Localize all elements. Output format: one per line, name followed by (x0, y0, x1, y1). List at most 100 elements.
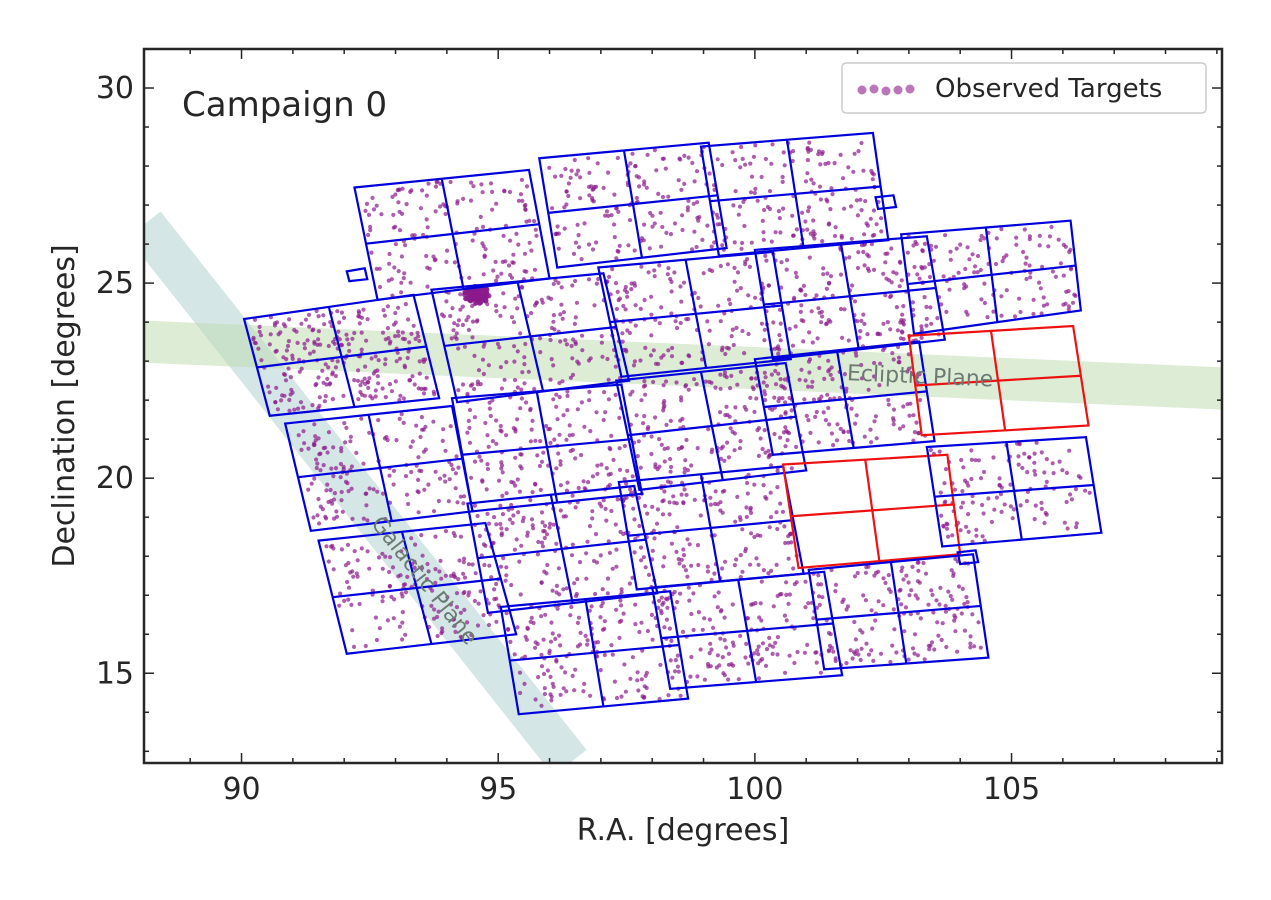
target-point (321, 380, 326, 385)
target-point (979, 297, 984, 302)
target-point (620, 339, 625, 344)
target-point (965, 245, 970, 250)
target-point (974, 533, 979, 538)
target-point (643, 392, 648, 397)
target-point (283, 378, 289, 383)
target-point (659, 355, 664, 360)
target-point (790, 343, 796, 348)
target-point (602, 652, 607, 658)
target-point (874, 222, 879, 227)
target-point (478, 214, 483, 219)
target-point (486, 601, 491, 606)
target-point (912, 651, 917, 656)
target-point (841, 429, 846, 434)
target-point (679, 398, 684, 403)
target-point (905, 369, 910, 374)
target-point (530, 418, 535, 423)
legend-marker-dot (881, 86, 891, 96)
target-point (771, 604, 776, 609)
target-point (583, 633, 588, 639)
target-point (584, 551, 589, 556)
target-point (436, 498, 441, 504)
target-point (554, 541, 559, 546)
target-point (509, 275, 515, 280)
target-point (335, 309, 340, 314)
target-point (660, 602, 665, 607)
target-point (665, 446, 670, 451)
target-point (448, 179, 453, 185)
target-point (292, 407, 297, 412)
target-point (622, 443, 628, 449)
target-point (1038, 286, 1043, 291)
target-point (584, 576, 589, 581)
target-point (952, 487, 958, 492)
target-point (794, 227, 800, 232)
target-point (707, 617, 713, 622)
target-point (730, 327, 735, 332)
target-point (670, 345, 675, 351)
target-point (654, 168, 659, 173)
target-point (657, 321, 662, 326)
target-point (409, 536, 414, 541)
target-point (587, 389, 592, 394)
target-point (401, 276, 406, 281)
target-point (599, 462, 604, 467)
target-point (469, 632, 474, 638)
target-point (288, 375, 293, 380)
target-point (508, 639, 513, 645)
target-point (501, 291, 506, 296)
target-point (521, 515, 526, 521)
target-point (970, 612, 975, 617)
target-point (899, 602, 904, 607)
target-point (808, 430, 813, 435)
target-point (582, 424, 587, 429)
target-point (554, 466, 559, 471)
target-point (438, 558, 443, 564)
target-point (960, 586, 965, 592)
target-point (494, 309, 499, 314)
target-point (402, 271, 407, 276)
target-point (871, 658, 876, 664)
target-point (573, 315, 578, 320)
target-point (811, 218, 816, 223)
target-point (309, 481, 314, 486)
target-point (901, 404, 906, 409)
target-point (555, 606, 560, 611)
target-point (646, 425, 651, 430)
target-point (541, 671, 547, 677)
target-point (623, 689, 629, 694)
target-point (528, 498, 533, 503)
target-point (950, 597, 955, 602)
target-point (509, 479, 514, 485)
target-point (582, 486, 587, 491)
target-point (470, 303, 475, 309)
target-point (859, 140, 864, 146)
target-point (950, 533, 955, 538)
target-point (857, 335, 862, 340)
target-point (970, 500, 975, 505)
target-point (514, 537, 519, 542)
target-point (901, 424, 906, 429)
target-point (487, 400, 492, 405)
target-point (681, 547, 686, 552)
target-point (259, 358, 264, 363)
target-point (827, 367, 832, 372)
target-point (433, 209, 438, 214)
target-point (502, 305, 507, 310)
target-point (628, 161, 633, 166)
target-point (899, 278, 904, 283)
target-point (810, 379, 815, 384)
target-point (409, 469, 414, 475)
target-point (740, 527, 745, 532)
target-point (761, 380, 766, 385)
target-point (586, 277, 592, 282)
cluster-point (475, 290, 482, 296)
target-point (948, 257, 953, 262)
target-point (655, 467, 660, 472)
target-point (632, 248, 637, 253)
target-point (931, 258, 937, 263)
target-point (838, 152, 843, 157)
target-point (494, 441, 499, 446)
target-point (732, 265, 737, 270)
